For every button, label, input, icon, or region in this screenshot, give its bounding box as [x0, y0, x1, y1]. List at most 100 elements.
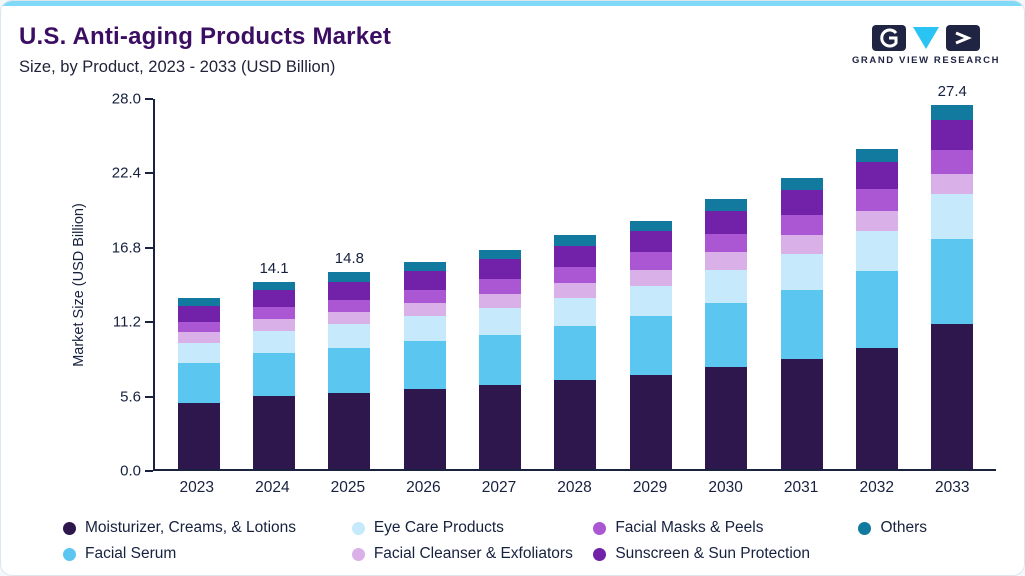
- bar-segment: [253, 306, 296, 319]
- legend-item: Facial Serum: [63, 545, 352, 563]
- bar-segment: [554, 267, 597, 284]
- bar-2025: 14.8: [312, 250, 387, 469]
- bar-segment: [554, 297, 597, 326]
- bar-segment: [931, 119, 974, 151]
- bar-segment: [253, 353, 296, 396]
- bar-2033: 27.4: [915, 83, 990, 469]
- legend-item: Facial Cleanser & Exfoliators: [351, 545, 593, 563]
- bar-2024: 14.1: [236, 260, 311, 469]
- y-tick-mark: [145, 321, 153, 324]
- bar-segment: [931, 324, 974, 469]
- legend-label: Facial Cleanser & Exfoliators: [373, 545, 573, 562]
- top-accent-bar: [1, 1, 1024, 6]
- bar-segment: [931, 239, 974, 325]
- legend-dot-icon: [351, 547, 365, 561]
- bar-segment: [328, 272, 371, 282]
- bar-segment: [705, 302, 748, 367]
- bar-segment: [328, 281, 371, 301]
- x-axis-label: 2029: [632, 479, 668, 496]
- y-tick-label: 16.8: [111, 239, 141, 257]
- bar-segment: [780, 235, 823, 254]
- bar-segment: [479, 334, 522, 386]
- bar-2032: [839, 148, 914, 469]
- bar-segment: [629, 252, 672, 270]
- legend-dot-icon: [593, 547, 607, 561]
- legend-label: Sunscreen & Sun Protection: [615, 545, 811, 562]
- bar-segment: [177, 305, 220, 322]
- bar-2030: [689, 199, 764, 469]
- bar-segment: [855, 271, 898, 349]
- bar-2027: [462, 249, 537, 469]
- bar-segment: [403, 302, 446, 317]
- legend-item: Eye Care Products: [351, 519, 593, 537]
- legend-item: Others: [858, 519, 1010, 537]
- x-axis-label: 2025: [330, 479, 366, 496]
- legend-label: Facial Masks & Peels: [615, 519, 764, 536]
- bar-segment: [780, 289, 823, 359]
- bar-segment: [780, 253, 823, 290]
- bar-segment: [177, 321, 220, 333]
- x-axis-label: 2026: [406, 479, 441, 496]
- y-tick-label: 28.0: [111, 90, 141, 108]
- y-tick-label: 11.2: [112, 313, 141, 331]
- bar-segment: [705, 233, 748, 253]
- bar-segment: [554, 245, 597, 268]
- bar-2023: [161, 297, 236, 469]
- brand-logo: GRAND VIEW RESEARCH: [850, 25, 1002, 66]
- x-axis-label: 2030: [708, 479, 743, 496]
- bar-segment: [931, 150, 974, 175]
- bar-segment: [403, 389, 446, 469]
- bar-segment: [403, 289, 446, 303]
- bar-segment: [177, 342, 220, 363]
- bar-segment: [855, 211, 898, 232]
- legend-label: Moisturizer, Creams, & Lotions: [85, 519, 297, 536]
- brand-logo-text: GRAND VIEW RESEARCH: [851, 55, 1001, 66]
- x-axis-label: 2027: [481, 479, 517, 496]
- bar-2031: [764, 178, 839, 469]
- bar-segment: [479, 308, 522, 335]
- y-tick-mark: [145, 98, 153, 100]
- bar-segment: [479, 249, 522, 260]
- bar-segment: [780, 178, 823, 191]
- x-axis-label: 2033: [935, 479, 970, 496]
- bar-segment: [479, 259, 522, 280]
- bar-segment: [855, 188, 898, 212]
- y-tick-mark: [145, 172, 153, 175]
- page-subtitle: Size, by Product, 2023 - 2033 (USD Billi…: [19, 58, 336, 76]
- bar-segment: [705, 211, 748, 234]
- bar-segment: [403, 341, 446, 390]
- y-tick-label: 5.6: [120, 388, 141, 406]
- plot-area: 14.1 14.8 27.4 0.0 5.6 11.2 16.8 22.4 28.0: [112, 83, 996, 480]
- bar-segment: [705, 252, 748, 270]
- bar-segment: [177, 402, 220, 469]
- bar-segment: [629, 269, 672, 286]
- x-axis-label: 2024: [255, 479, 290, 496]
- x-axis-label: 2028: [557, 479, 592, 496]
- bar-segment: [253, 330, 296, 354]
- legend-label: Eye Care Products: [373, 519, 504, 536]
- y-tick-label: 0.0: [120, 462, 141, 480]
- bar-segment: [780, 215, 823, 236]
- bar-value-label: 14.8: [334, 250, 364, 268]
- bar-segment: [253, 395, 296, 469]
- bar-segment: [931, 194, 974, 240]
- bar-segment: [855, 148, 898, 163]
- bar-segment: [629, 220, 672, 232]
- legend-dot-icon: [593, 521, 607, 535]
- bar-segment: [931, 105, 974, 120]
- bar-segment: [328, 324, 371, 349]
- x-axis-labels: 2023 2024 2025 2026 2027 2028 2029 2030 2031 2032…: [153, 479, 996, 497]
- bar-segment: [177, 362, 220, 403]
- x-axis-label: 2031: [783, 479, 819, 496]
- bar-2028: [538, 235, 613, 469]
- bar-segment: [479, 385, 522, 469]
- legend-item: Moisturizer, Creams, & Lotions: [63, 519, 352, 537]
- bar-segment: [479, 279, 522, 294]
- legend-label: Facial Serum: [85, 545, 177, 562]
- bar-segment: [253, 318, 296, 331]
- chart-legend: Moisturizer, Creams, & Lotions Eye Care P…: [63, 519, 1010, 563]
- bar-segment: [855, 231, 898, 272]
- bar-segment: [855, 162, 898, 189]
- bar-segment: [479, 293, 522, 309]
